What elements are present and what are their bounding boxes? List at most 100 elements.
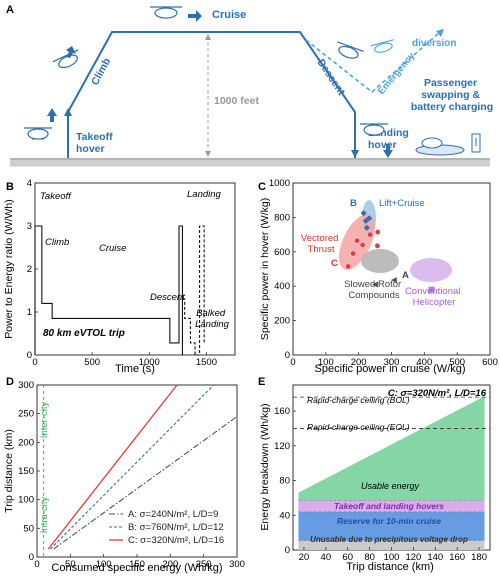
- panel-e-areas: [293, 396, 490, 550]
- band-label-unusable: Unusable due to precipitous voltage drop: [310, 535, 468, 544]
- arrow-diversion: [436, 29, 444, 37]
- label-landing-2: hover: [368, 139, 397, 151]
- annotation-takeoff: Takeoff: [40, 191, 72, 202]
- label-cruise: Cruise: [212, 9, 246, 21]
- aircraft-icon-descent: [337, 41, 364, 59]
- panel-e-ytick-label: 80: [279, 476, 290, 487]
- band-label-usable: Usable energy: [361, 481, 420, 491]
- panel-c-ytick-label: 200: [274, 316, 290, 327]
- point-heli: [428, 286, 435, 293]
- panel-e-ylabel: Energy breakdown (Wh/kg): [259, 403, 271, 530]
- label-passenger: Passenger swapping & battery charging: [411, 77, 493, 113]
- group-label-slowed-1: Slowed Rotor: [344, 279, 401, 290]
- panel-b: B 0 500 1000 1500 0 1 2 3 4 Time (s) Power to En…: [3, 178, 236, 375]
- trip-profile-line: [34, 225, 183, 355]
- point-lift-cruise: [366, 215, 373, 222]
- group-label-vectored: Vectored Thrust: [301, 233, 341, 255]
- panel-d-ticks: 0 50 100 150 200 250 300 0 50 100 150 200 250 300: [18, 380, 245, 570]
- ground-hatch: [10, 160, 490, 166]
- panel-c-ytick-label: 1000: [269, 178, 290, 189]
- annotation-balked-1: Balked: [196, 308, 226, 319]
- panel-e-xtick-label: 180: [471, 552, 487, 563]
- panel-d-legend: A: σ=240N/m², L/D=9 B: σ=760N/m², L/D=12…: [109, 509, 224, 546]
- label-emergency: Emergency: [376, 50, 418, 97]
- marker-label-b: B: [350, 198, 357, 209]
- panel-b-ticks: 0 500 1000 1500 0 1 2 3 4: [27, 178, 217, 368]
- panel-d-xtick-label: 300: [229, 559, 245, 570]
- annotation-balked-2: Landing: [195, 319, 230, 330]
- area-reserve: [298, 511, 485, 541]
- panel-c-label: C: [258, 181, 266, 193]
- area-hover: [298, 500, 485, 512]
- panel-d-xtick-label: 0: [34, 559, 39, 570]
- panel-d-xtick-label: 250: [196, 559, 212, 570]
- panel-c-ytick-label: 0: [285, 350, 290, 361]
- area-unusable: [298, 540, 485, 550]
- panel-e-title: C: σ=320N/m², L/D=16: [388, 388, 487, 399]
- panel-b-ylabel: Power to Energy ratio (W/Wh): [3, 199, 15, 338]
- panel-c-xtick-label: 600: [482, 357, 498, 368]
- panel-d-ytick-label: 200: [18, 437, 34, 448]
- annotation-balked: Balked Landing: [195, 308, 230, 330]
- panel-e-label: E: [258, 376, 265, 388]
- point-vectored: [374, 229, 381, 235]
- arrow-right-icon-cruise: [188, 10, 202, 22]
- panel-c-xtick-label: 200: [351, 357, 367, 368]
- band-label-hover: Takeoff and landing hovers: [334, 501, 444, 511]
- panel-e-xtick-label: 120: [405, 552, 421, 563]
- aircraft-icon-climb: [52, 49, 79, 69]
- panel-c-ticks: 0 100 200 300 400 500 600 0 200 400 600 800 1000: [269, 178, 498, 368]
- aircraft-icon-landing: [360, 123, 388, 136]
- panel-e-ytick-label: 40: [279, 510, 290, 521]
- point-vectored: [350, 250, 356, 257]
- aircraft-icon-emergency: [370, 39, 394, 53]
- panel-d-ytick-label: 50: [23, 523, 34, 534]
- panel-b-xtick-label: 0: [32, 357, 37, 368]
- label-climb: Climb: [89, 56, 113, 87]
- panel-d-ytick-label: 250: [18, 409, 34, 420]
- panel-c-xtick-label: 300: [384, 357, 400, 368]
- panel-e-xtick-label: 20: [299, 552, 310, 563]
- legend-c: C: σ=320N/m², L/D=16: [128, 535, 224, 546]
- panel-c-ytick-label: 800: [274, 212, 290, 223]
- panel-c-xtick-label: 100: [318, 357, 334, 368]
- panel-b-xlabel: Time (s): [115, 363, 155, 375]
- charging-station-icon: [415, 133, 481, 156]
- label-passenger-3: battery charging: [411, 101, 493, 113]
- group-label-slowed-2: Compounds: [348, 290, 399, 301]
- panel-e-xtick-label: 60: [342, 552, 353, 563]
- legend-b: B: σ=760N/m², L/D=12: [128, 522, 224, 533]
- panel-c-ytick-label: 400: [274, 281, 290, 292]
- label-takeoff-1: Takeoff: [76, 131, 113, 143]
- group-ellipses: [339, 200, 452, 282]
- panel-d-ytick-label: 0: [29, 552, 34, 563]
- arrow-takeoff: [64, 108, 72, 116]
- area-usable: [298, 396, 485, 501]
- panel-e-xtick-label: 140: [427, 552, 443, 563]
- group-label-heli-1: Conventional: [405, 286, 460, 297]
- altitude-arrow-up: [205, 34, 211, 40]
- panel-e-ytick-label: 120: [274, 441, 290, 452]
- panel-c-xlabel: Specific power in cruise (W/kg): [315, 363, 466, 375]
- panel-e-xlabel: Trip distance (km): [346, 561, 434, 573]
- panel-d-ylabel: Trip distance (km): [3, 429, 15, 513]
- ellipse-slowed: [361, 249, 399, 273]
- panel-c-points: [345, 210, 435, 293]
- label-descent: Descent: [315, 57, 348, 98]
- label-takeoff-2: hover: [76, 143, 105, 155]
- point-vectored: [359, 242, 366, 248]
- marker-label-a: A: [402, 270, 409, 281]
- flight-path: [67, 31, 356, 158]
- panel-b-ytick-label: 4: [27, 178, 32, 189]
- panel-b-xtick-label: 1500: [196, 357, 217, 368]
- panel-e: E 20 40 60 80 100 120 140 160 180 0 40 80 120 160 C: …: [258, 376, 491, 573]
- panel-d-xtick-label: 150: [129, 559, 145, 570]
- series-line-a: [53, 416, 238, 550]
- marker-label-c: C: [331, 258, 338, 269]
- emergency-path: [305, 31, 441, 94]
- panel-e-xtick-label: 40: [321, 552, 332, 563]
- panel-b-label: B: [6, 181, 14, 193]
- group-label-vectored-1: Vectored: [301, 233, 339, 244]
- series-line-c: [47, 384, 178, 550]
